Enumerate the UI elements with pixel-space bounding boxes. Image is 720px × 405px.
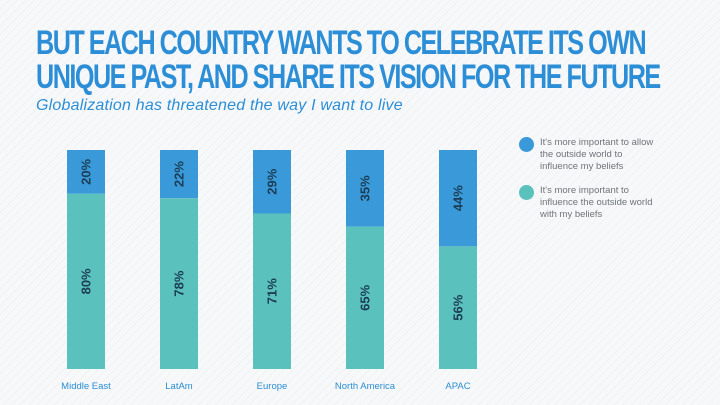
- bar-bottom-apac: [439, 246, 477, 369]
- bar-top-latam: [160, 150, 198, 199]
- category-label-europe: Europe: [257, 381, 288, 392]
- value-label-top-middle-east: 20%: [79, 158, 94, 184]
- chart-subtitle: Globalization has threatened the way I w…: [36, 97, 403, 114]
- legend-label-influence-outside: It's more important to influence the out…: [540, 185, 653, 220]
- value-label-bottom-north-america: 65%: [358, 284, 373, 310]
- bar-top-europe: [253, 150, 291, 214]
- legend-label-outside-world: It's more important to allow the outside…: [540, 137, 654, 172]
- legend-swatch-influence-outside: [519, 185, 534, 200]
- value-label-top-north-america: 35%: [358, 175, 373, 201]
- value-label-top-europe: 29%: [265, 168, 280, 194]
- value-label-bottom-apac: 56%: [451, 294, 466, 320]
- bar-top-north-america: [346, 150, 384, 227]
- value-label-bottom-middle-east: 80%: [79, 268, 94, 294]
- bar-top-middle-east: [67, 150, 105, 194]
- category-label-middle-east: Middle East: [61, 381, 111, 392]
- bar-top-apac: [439, 150, 477, 247]
- value-label-top-apac: 44%: [451, 185, 466, 211]
- value-label-bottom-europe: 71%: [265, 278, 280, 304]
- bar-bottom-middle-east: [67, 193, 105, 369]
- bar-bottom-latam: [160, 198, 198, 369]
- legend-swatch-outside-world: [519, 137, 534, 152]
- category-label-apac: APAC: [445, 381, 470, 392]
- value-label-bottom-latam: 78%: [172, 270, 187, 296]
- category-label-latam: LatAm: [165, 381, 193, 392]
- bar-bottom-north-america: [346, 226, 384, 369]
- category-label-north-america: North America: [335, 381, 396, 392]
- value-label-top-latam: 22%: [172, 161, 187, 187]
- bar-bottom-europe: [253, 213, 291, 369]
